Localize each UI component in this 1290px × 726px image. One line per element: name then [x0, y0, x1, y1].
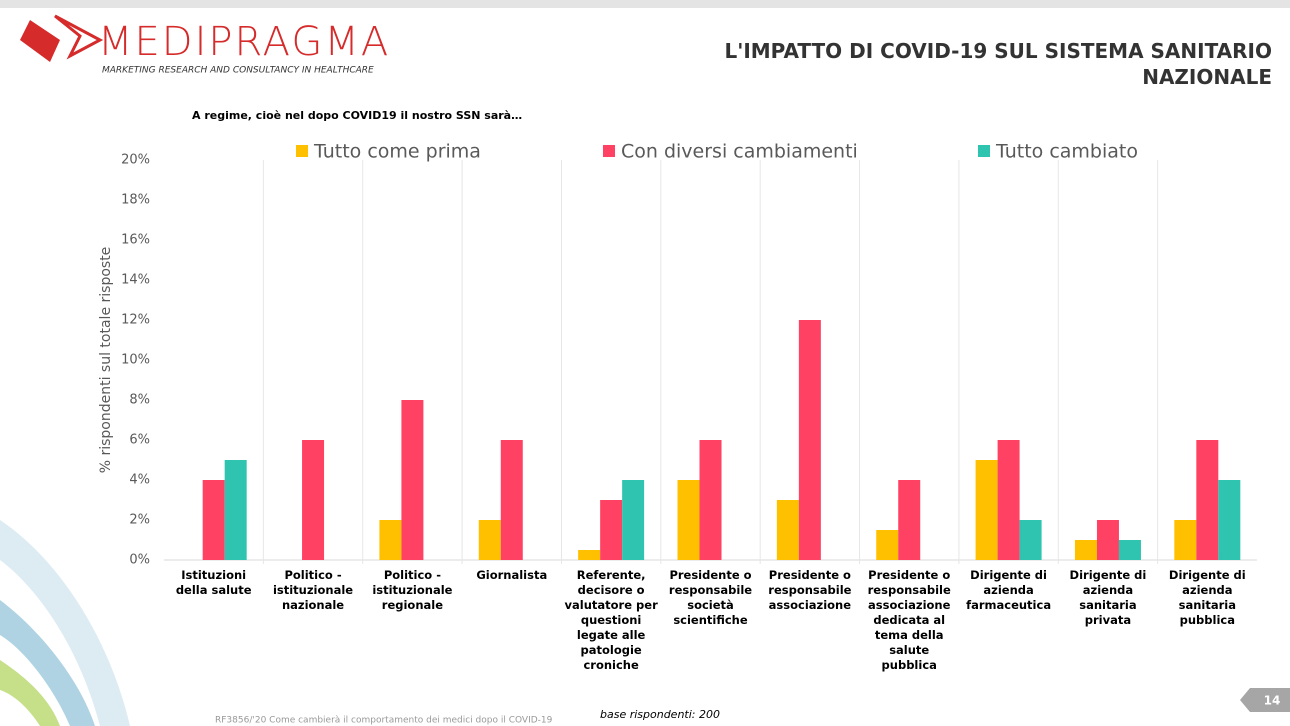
y-tick-label: 4%: [129, 473, 150, 488]
bar: [578, 550, 600, 560]
legend-label: Tutto come prima: [313, 141, 481, 163]
bar: [1097, 520, 1119, 560]
x-tick-label: Presidente o responsabile associazione: [761, 568, 859, 613]
y-tick-label: 12%: [121, 313, 150, 328]
bar: [302, 440, 324, 560]
bar: [401, 400, 423, 560]
chart-title: A regime, cioè nel dopo COVID19 il nostr…: [192, 109, 522, 122]
logo-mark: [55, 16, 100, 56]
bar: [976, 460, 998, 560]
bar: [379, 520, 401, 560]
y-tick-label: 2%: [129, 513, 150, 528]
bar: [225, 460, 247, 560]
x-tick-label: Referente, decisore o valutatore per que…: [562, 568, 660, 673]
legend-label: Con diversi cambiamenti: [621, 141, 858, 163]
logo-text: MEDIPRAGMA: [98, 19, 390, 65]
y-tick-label: 8%: [129, 393, 150, 408]
x-tick-label: Giornalista: [463, 568, 561, 583]
reference: RF3856/'20 Come cambierà il comportament…: [215, 716, 553, 726]
slide: MEDIPRAGMA MARKETING RESEARCH AND CONSUL…: [0, 0, 1290, 726]
bar: [700, 440, 722, 560]
bar: [777, 500, 799, 560]
legend-swatch: [978, 145, 990, 157]
x-tick-label: Presidente o responsabile associazione d…: [860, 568, 958, 673]
x-tick-label: Dirigente di azienda sanitaria privata: [1059, 568, 1157, 628]
y-tick-label: 20%: [121, 153, 150, 168]
y-tick-label: 16%: [121, 233, 150, 248]
top-band: [0, 0, 1290, 8]
bar: [1075, 540, 1097, 560]
x-tick-label: Dirigente di azienda sanitaria pubblica: [1158, 568, 1256, 628]
x-tick-label: Dirigente di azienda farmaceutica: [960, 568, 1058, 613]
legend-swatch: [603, 145, 615, 157]
y-tick-label: 10%: [121, 353, 150, 368]
bar: [1119, 540, 1141, 560]
bar: [799, 320, 821, 560]
slide-title: L'IMPATTO DI COVID-19 SUL SISTEMA SANITA…: [652, 38, 1272, 90]
legend-label: Tutto cambiato: [995, 141, 1138, 163]
x-tick-label: Politico -istituzionale regionale: [363, 568, 461, 613]
x-tick-label: Presidente o responsabile società scient…: [662, 568, 760, 628]
bar: [876, 530, 898, 560]
y-tick-label: 14%: [121, 273, 150, 288]
footnote: base rispondenti: 200: [600, 708, 720, 721]
bar: [501, 440, 523, 560]
bar: [678, 480, 700, 560]
logo-tagline: MARKETING RESEARCH AND CONSULTANCY IN HE…: [102, 66, 374, 76]
legend-swatch: [296, 145, 308, 157]
logo-mark: [20, 20, 60, 62]
bar: [622, 480, 644, 560]
y-tick-label: 18%: [121, 193, 150, 208]
bar: [998, 440, 1020, 560]
bar: [1174, 520, 1196, 560]
y-tick-label: 0%: [129, 553, 150, 568]
bar: [479, 520, 501, 560]
bar: [1218, 480, 1240, 560]
bar: [203, 480, 225, 560]
bar: [1196, 440, 1218, 560]
x-tick-label: Istituzioni della salute: [165, 568, 263, 598]
bar: [898, 480, 920, 560]
page-number: 14: [1264, 694, 1281, 708]
x-tick-label: Politico -istituzionale nazionale: [264, 568, 362, 613]
y-tick-label: 6%: [129, 433, 150, 448]
y-axis-label: % rispondenti sul totale risposte: [98, 247, 114, 474]
bar: [1020, 520, 1042, 560]
bar: [600, 500, 622, 560]
